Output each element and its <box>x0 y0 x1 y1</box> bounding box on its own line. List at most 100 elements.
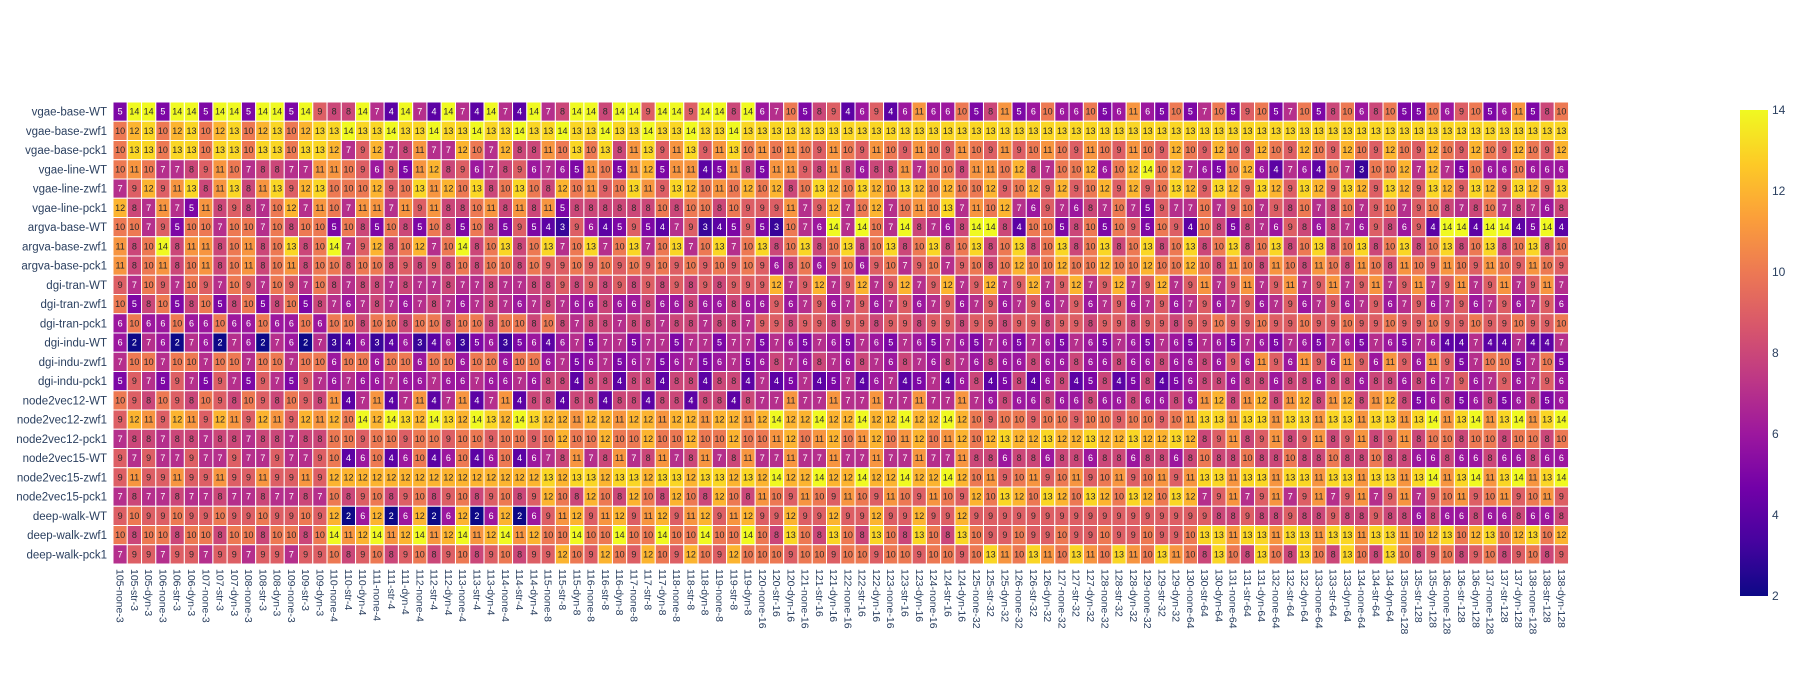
cell-value-label: 10 <box>600 164 610 174</box>
cell-value-label: 9 <box>831 107 836 117</box>
row-label: vgae-base-zwf1 <box>26 126 107 138</box>
cell-value-label: 13 <box>686 145 696 155</box>
cell-value-label: 9 <box>617 280 622 290</box>
cell-value-label: 11 <box>1029 472 1038 482</box>
cell-value-label: 10 <box>1014 472 1024 482</box>
cell-value-label: 14 <box>686 126 696 136</box>
cell-value-label: 10 <box>1085 415 1095 425</box>
cell-value-label: 5 <box>1316 338 1321 348</box>
cell-value-label: 10 <box>1257 318 1267 328</box>
cell-value-label: 9 <box>289 184 294 194</box>
cell-value-label: 8 <box>1231 453 1236 463</box>
cell-value-label: 13 <box>1143 126 1153 136</box>
cell-value-label: 9 <box>1045 203 1050 213</box>
cell-value-label: 10 <box>172 357 182 367</box>
cell-value-label: 8 <box>1188 453 1193 463</box>
cell-value-label: 7 <box>917 357 922 367</box>
cell-value-label: 4 <box>574 376 579 386</box>
cell-value-label: 7 <box>688 357 693 367</box>
cell-value-label: 13 <box>1514 126 1524 136</box>
cell-value-label: 13 <box>472 184 482 194</box>
cell-value-label: 13 <box>1314 126 1324 136</box>
cell-value-label: 6 <box>1202 164 1207 174</box>
cell-value-label: 9 <box>1174 222 1179 232</box>
cell-value-label: 5 <box>403 164 408 174</box>
cell-value-label: 9 <box>1216 434 1221 444</box>
cell-value-label: 4 <box>660 222 665 232</box>
cell-value-label: 8 <box>1216 453 1221 463</box>
cell-value-label: 10 <box>1442 434 1452 444</box>
cell-value-label: 9 <box>1202 184 1207 194</box>
cell-value-label: 5 <box>1488 107 1493 117</box>
cell-value-label: 12 <box>358 530 368 540</box>
cell-value-label: 11 <box>1286 395 1295 405</box>
cell-value-label: 6 <box>1316 376 1321 386</box>
column-label: 123-str-16 <box>898 569 910 617</box>
column-label: 117-none-8 <box>627 569 639 622</box>
cell-value-label: 9 <box>160 511 165 521</box>
column-label: 117-str-8 <box>642 569 654 610</box>
column-label: 111-none-4 <box>371 569 383 621</box>
cell-value-label: 6 <box>489 511 494 521</box>
cell-value-label: 7 <box>260 453 265 463</box>
column-label: 109-dyn-3 <box>313 569 325 616</box>
cell-value-label: 8 <box>917 318 922 328</box>
cell-value-label: 10 <box>1185 145 1195 155</box>
cell-value-label: 12 <box>1257 145 1267 155</box>
cell-value-label: 9 <box>1459 145 1464 155</box>
cell-value-label: 8 <box>360 280 365 290</box>
cell-value-label: 8 <box>1559 511 1564 521</box>
cell-value-label: 10 <box>500 492 510 502</box>
cell-value-label: 8 <box>489 280 494 290</box>
cell-value-label: 14 <box>158 241 168 251</box>
cell-value-label: 8 <box>660 492 665 502</box>
cell-value-label: 11 <box>1314 472 1323 482</box>
cell-value-label: 8 <box>788 184 793 194</box>
cell-value-label: 10 <box>486 241 496 251</box>
cell-value-label: 10 <box>971 261 981 271</box>
cell-value-label: 10 <box>600 530 610 540</box>
cell-value-label: 11 <box>1500 280 1509 290</box>
cell-value-label: 13 <box>957 530 967 540</box>
cell-value-label: 9 <box>160 280 165 290</box>
heatmap-cells: 5 14 14 5 14 14 5 14 14 5 14 14 5 14 9 8 8 14 7 4 14 7 4 14 7 4 14… <box>112 101 1570 565</box>
cell-value-label: 12 <box>1300 395 1310 405</box>
cell-value-label: 12 <box>1057 434 1067 444</box>
column-label: 129-none-32 <box>1141 569 1153 629</box>
cell-value-label: 12 <box>600 472 610 482</box>
cell-value-label: 11 <box>715 145 724 155</box>
cell-value-label: 6 <box>1117 395 1122 405</box>
cell-value-label: 10 <box>1043 222 1053 232</box>
cell-value-label: 10 <box>201 126 211 136</box>
cell-value-label: 10 <box>272 530 282 540</box>
cell-value-label: 9 <box>1373 184 1378 194</box>
cell-value-label: 9 <box>945 318 950 328</box>
cell-value-label: 8 <box>1088 318 1093 328</box>
cell-value-label: 10 <box>329 492 339 502</box>
row-label: dgi-tran-pck1 <box>40 318 107 330</box>
cell-value-label: 6 <box>289 338 294 348</box>
cell-value-label: 9 <box>189 453 194 463</box>
cell-value-label: 9 <box>1459 107 1464 117</box>
cell-value-label: 8 <box>1288 241 1293 251</box>
cell-value-label: 11 <box>158 203 167 213</box>
cell-value-label: 6 <box>860 107 865 117</box>
cell-value-label: 6 <box>374 164 379 174</box>
cell-value-label: 10 <box>1300 203 1310 213</box>
cell-value-label: 13 <box>672 472 682 482</box>
cell-value-label: 14 <box>900 472 910 482</box>
cell-value-label: 11 <box>1229 434 1238 444</box>
cell-value-label: 10 <box>315 530 325 540</box>
cell-value-label: 7 <box>246 453 251 463</box>
cell-value-label: 8 <box>460 203 465 213</box>
cell-value-label: 13 <box>1200 472 1210 482</box>
cell-value-label: 8 <box>1373 549 1378 559</box>
cell-value-label: 10 <box>1071 164 1081 174</box>
cell-value-label: 8 <box>631 376 636 386</box>
column-label: 106-none-3 <box>156 569 168 623</box>
cell-value-label: 5 <box>1559 357 1564 367</box>
cell-value-label: 11 <box>915 203 924 213</box>
cell-value-label: 5 <box>1017 338 1022 348</box>
cell-value-label: 8 <box>1159 241 1164 251</box>
cell-value-label: 13 <box>1328 530 1338 540</box>
